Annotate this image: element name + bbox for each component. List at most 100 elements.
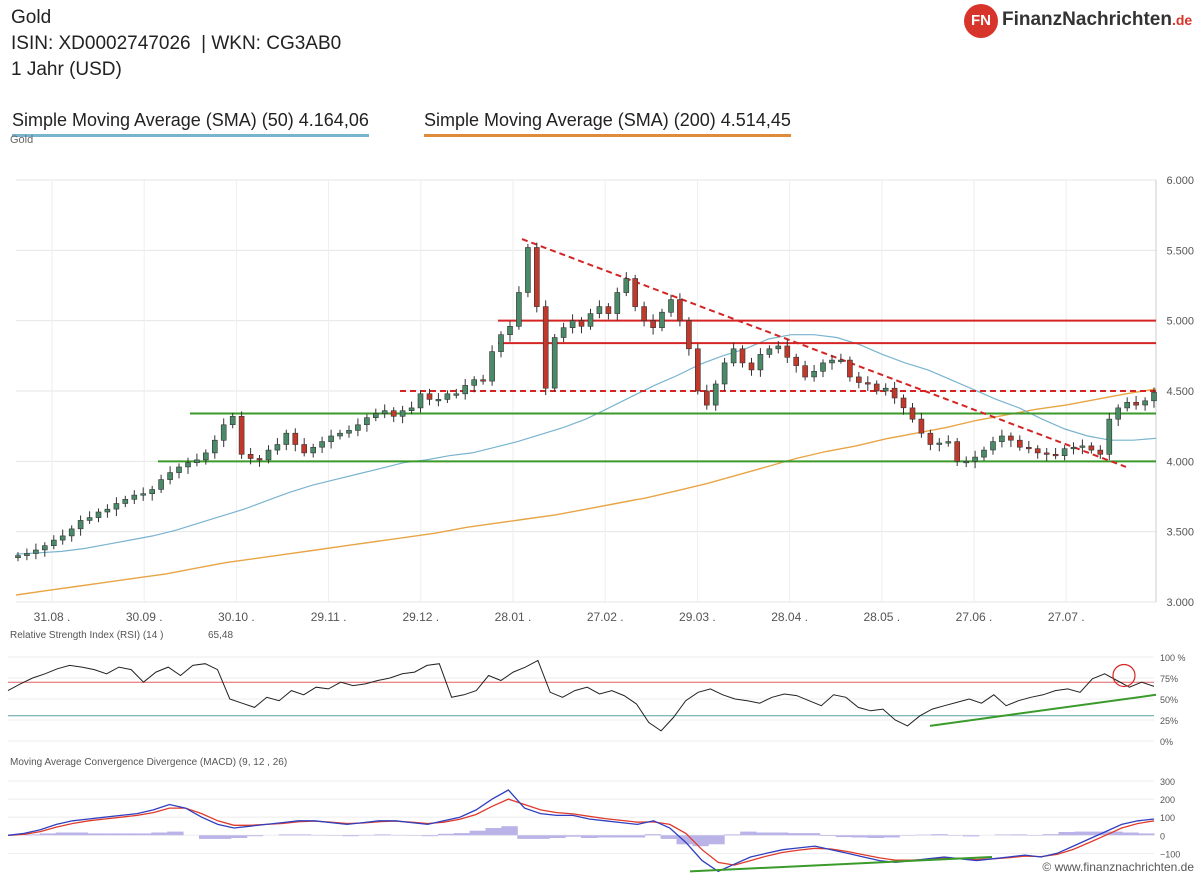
candle [936,442,943,445]
candle [408,407,415,411]
legend-sma200[interactable]: Simple Moving Average (SMA) (200) 4.514,… [424,110,791,137]
candle [1124,401,1130,409]
candle [372,413,379,418]
candle [766,348,773,355]
price-x-tick: 30.09 . [126,610,163,624]
candle [990,441,996,451]
sma200-line [15,388,1157,596]
candle [381,410,388,414]
candle [1097,449,1104,455]
candle [149,489,155,494]
price-x-tick: 28.04 . [771,610,808,624]
candle [68,528,75,537]
macd-histogram-bar [581,835,598,838]
candle [587,313,594,327]
candle [122,498,129,504]
macd-histogram-bar [1010,834,1028,836]
candle [838,359,844,362]
macd-histogram-bar [803,833,821,836]
candle [659,311,665,329]
descending-trendline [521,238,1127,468]
candle [757,354,764,371]
macd-histogram-bar [1138,833,1155,836]
macd-histogram-bar [278,834,295,836]
candle [623,278,630,293]
macd-histogram-bar [119,833,136,836]
logo-wordmark: FinanzNachrichten.de [1002,9,1192,31]
macd-histogram-bar [135,833,152,836]
candle [614,292,621,314]
candle [1106,418,1113,455]
price-x-tick: 27.07 . [1048,610,1085,624]
candle [963,460,970,464]
candle [605,306,612,314]
candle [274,444,281,451]
logo-tld: .de [1171,12,1193,28]
candle [140,493,146,496]
price-x-tick: 29.03 . [679,610,716,624]
candle [847,359,853,378]
candle [1043,452,1050,455]
candle [426,393,433,400]
candle [435,399,442,402]
candle [346,430,352,434]
rsi-y-tick: 100 % [1160,653,1186,663]
macd-histogram-bar [214,835,232,839]
rsi-y-tick: 50% [1160,695,1178,705]
candle [1016,439,1023,448]
price-y-tick: 5.000 [1166,316,1194,328]
price-x-tick: 30.10 . [218,610,255,624]
period-label: 1 Jahr (USD) [11,59,122,80]
macd-histogram-bar [756,832,773,836]
candle [596,306,603,314]
price-y-tick: 6.000 [1166,175,1194,187]
candle [677,299,683,322]
candle [855,376,862,383]
candle [113,503,120,510]
copyright-footer[interactable]: © www.finanznachrichten.de [1042,860,1194,874]
candle [319,441,325,448]
candle [194,459,200,463]
rsi-title: Relative Strength Index (RSI) (14 ) [10,630,163,641]
macd-histogram-bar [915,834,932,836]
candle [390,410,397,417]
candle [104,508,111,513]
candle [829,359,835,364]
candle [301,444,308,454]
legend-sma50[interactable]: Simple Moving Average (SMA) (50) 4.164,0… [12,110,369,137]
macd-histogram-bar [533,835,550,839]
candle [59,535,66,541]
macd-histogram-bar [421,835,439,837]
instrument-title: Gold [11,7,52,28]
macd-histogram-bar [294,834,311,836]
candle [328,435,334,442]
candle [793,356,800,366]
candle [1133,401,1139,406]
candle [873,383,880,392]
candle [516,292,522,327]
macd-histogram-bar [55,832,73,836]
candle [721,362,728,385]
candle [900,397,907,409]
candle [310,446,317,454]
candle [1088,445,1095,451]
candle [533,247,540,307]
rsi-y-tick: 0% [1160,737,1173,747]
candle [1070,446,1077,450]
candle [891,387,898,399]
candle [167,472,173,480]
finanznachrichten-logo[interactable]: FN FinanzNachrichten.de [964,4,1200,40]
candle [41,545,48,551]
candle [954,441,961,462]
macd-histogram-bar [39,833,57,836]
macd-histogram-bar [1074,831,1091,836]
candle [668,299,674,313]
candle [739,348,746,364]
candle [641,306,647,322]
candle [882,387,889,392]
macd-y-tick: −100 [1160,849,1180,859]
sma50-line [15,334,1157,555]
macd-trendline [689,855,993,873]
price-x-tick: 28.01 . [495,610,532,624]
